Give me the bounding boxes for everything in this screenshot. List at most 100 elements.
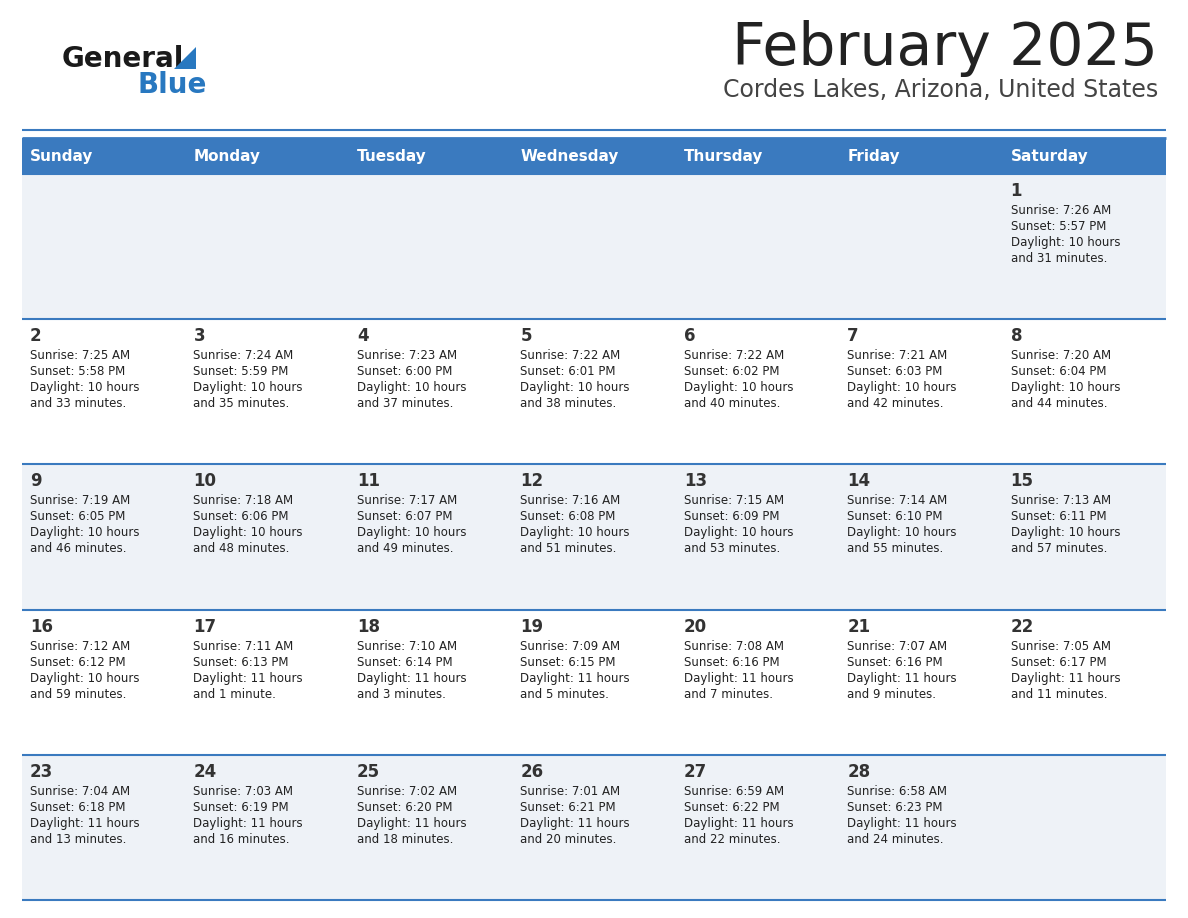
Text: 23: 23 [30, 763, 53, 781]
Text: and 37 minutes.: and 37 minutes. [356, 397, 454, 410]
Text: Sunset: 6:16 PM: Sunset: 6:16 PM [847, 655, 943, 668]
Text: Sunset: 6:18 PM: Sunset: 6:18 PM [30, 800, 126, 813]
Text: Sunset: 6:17 PM: Sunset: 6:17 PM [1011, 655, 1106, 668]
Text: Sunrise: 7:22 AM: Sunrise: 7:22 AM [684, 349, 784, 363]
Text: Sunset: 6:09 PM: Sunset: 6:09 PM [684, 510, 779, 523]
Text: Sunrise: 7:05 AM: Sunrise: 7:05 AM [1011, 640, 1111, 653]
Text: 10: 10 [194, 473, 216, 490]
Text: Sunset: 6:12 PM: Sunset: 6:12 PM [30, 655, 126, 668]
Text: 17: 17 [194, 618, 216, 635]
Text: Blue: Blue [137, 71, 207, 99]
Text: Sunrise: 7:21 AM: Sunrise: 7:21 AM [847, 349, 947, 363]
Text: Sunset: 6:01 PM: Sunset: 6:01 PM [520, 365, 615, 378]
Text: 20: 20 [684, 618, 707, 635]
Polygon shape [173, 47, 196, 69]
Text: and 46 minutes.: and 46 minutes. [30, 543, 126, 555]
Text: 8: 8 [1011, 327, 1022, 345]
Text: 18: 18 [356, 618, 380, 635]
Text: and 42 minutes.: and 42 minutes. [847, 397, 943, 410]
Text: General: General [62, 45, 184, 73]
Bar [676, 138, 839, 174]
Text: Sunset: 6:04 PM: Sunset: 6:04 PM [1011, 365, 1106, 378]
Text: and 9 minutes.: and 9 minutes. [847, 688, 936, 700]
Text: February 2025: February 2025 [732, 20, 1158, 77]
Text: Sunset: 6:16 PM: Sunset: 6:16 PM [684, 655, 779, 668]
Text: 7: 7 [847, 327, 859, 345]
Text: 22: 22 [1011, 618, 1034, 635]
Text: and 31 minutes.: and 31 minutes. [1011, 252, 1107, 265]
Text: Sunset: 5:57 PM: Sunset: 5:57 PM [1011, 220, 1106, 233]
Text: Sunset: 5:59 PM: Sunset: 5:59 PM [194, 365, 289, 378]
Text: Sunrise: 7:12 AM: Sunrise: 7:12 AM [30, 640, 131, 653]
Text: 19: 19 [520, 618, 543, 635]
Text: Daylight: 11 hours: Daylight: 11 hours [194, 672, 303, 685]
Text: Daylight: 11 hours: Daylight: 11 hours [1011, 672, 1120, 685]
Text: Sunset: 5:58 PM: Sunset: 5:58 PM [30, 365, 125, 378]
Text: and 49 minutes.: and 49 minutes. [356, 543, 454, 555]
Text: Sunrise: 6:59 AM: Sunrise: 6:59 AM [684, 785, 784, 798]
Text: 27: 27 [684, 763, 707, 781]
Text: Daylight: 10 hours: Daylight: 10 hours [194, 381, 303, 394]
Text: 5: 5 [520, 327, 532, 345]
Text: and 51 minutes.: and 51 minutes. [520, 543, 617, 555]
Text: and 7 minutes.: and 7 minutes. [684, 688, 772, 700]
Text: Daylight: 11 hours: Daylight: 11 hours [684, 672, 794, 685]
Text: and 1 minute.: and 1 minute. [194, 688, 277, 700]
Text: and 5 minutes.: and 5 minutes. [520, 688, 609, 700]
Text: Friday: Friday [847, 149, 899, 163]
Text: Sunrise: 7:19 AM: Sunrise: 7:19 AM [30, 495, 131, 508]
Text: Sunrise: 7:01 AM: Sunrise: 7:01 AM [520, 785, 620, 798]
Text: Sunrise: 7:03 AM: Sunrise: 7:03 AM [194, 785, 293, 798]
Text: Daylight: 11 hours: Daylight: 11 hours [356, 817, 467, 830]
Text: and 59 minutes.: and 59 minutes. [30, 688, 126, 700]
Text: Sunset: 6:21 PM: Sunset: 6:21 PM [520, 800, 615, 813]
Text: Sunset: 6:02 PM: Sunset: 6:02 PM [684, 365, 779, 378]
Text: and 44 minutes.: and 44 minutes. [1011, 397, 1107, 410]
Text: Tuesday: Tuesday [356, 149, 426, 163]
Text: Sunrise: 7:02 AM: Sunrise: 7:02 AM [356, 785, 457, 798]
Text: and 22 minutes.: and 22 minutes. [684, 833, 781, 845]
Bar [839, 138, 1003, 174]
Text: 16: 16 [30, 618, 53, 635]
Text: and 18 minutes.: and 18 minutes. [356, 833, 454, 845]
Text: Monday: Monday [194, 149, 260, 163]
Text: Daylight: 11 hours: Daylight: 11 hours [520, 817, 630, 830]
Text: and 3 minutes.: and 3 minutes. [356, 688, 446, 700]
Text: and 16 minutes.: and 16 minutes. [194, 833, 290, 845]
Text: Daylight: 11 hours: Daylight: 11 hours [684, 817, 794, 830]
Bar [1003, 138, 1165, 174]
Text: Daylight: 10 hours: Daylight: 10 hours [520, 526, 630, 540]
Text: Sunrise: 6:58 AM: Sunrise: 6:58 AM [847, 785, 947, 798]
Text: Sunday: Sunday [30, 149, 94, 163]
Text: Thursday: Thursday [684, 149, 763, 163]
Text: Daylight: 10 hours: Daylight: 10 hours [30, 672, 139, 685]
Text: and 33 minutes.: and 33 minutes. [30, 397, 126, 410]
Text: Sunset: 6:14 PM: Sunset: 6:14 PM [356, 655, 453, 668]
Text: Sunrise: 7:04 AM: Sunrise: 7:04 AM [30, 785, 131, 798]
Bar [23, 465, 1165, 610]
Text: Sunrise: 7:08 AM: Sunrise: 7:08 AM [684, 640, 784, 653]
Bar [185, 138, 349, 174]
Text: Daylight: 11 hours: Daylight: 11 hours [30, 817, 140, 830]
Text: Daylight: 11 hours: Daylight: 11 hours [847, 817, 956, 830]
Text: Sunset: 6:11 PM: Sunset: 6:11 PM [1011, 510, 1106, 523]
Text: Sunset: 6:00 PM: Sunset: 6:00 PM [356, 365, 453, 378]
Text: Daylight: 11 hours: Daylight: 11 hours [356, 672, 467, 685]
Text: 26: 26 [520, 763, 543, 781]
Bar [23, 610, 1165, 755]
Text: 2: 2 [30, 327, 42, 345]
Text: Sunrise: 7:23 AM: Sunrise: 7:23 AM [356, 349, 457, 363]
Text: and 35 minutes.: and 35 minutes. [194, 397, 290, 410]
Text: and 55 minutes.: and 55 minutes. [847, 543, 943, 555]
Text: and 11 minutes.: and 11 minutes. [1011, 688, 1107, 700]
Text: 13: 13 [684, 473, 707, 490]
Text: Sunrise: 7:13 AM: Sunrise: 7:13 AM [1011, 495, 1111, 508]
Text: and 57 minutes.: and 57 minutes. [1011, 543, 1107, 555]
Text: Sunset: 6:08 PM: Sunset: 6:08 PM [520, 510, 615, 523]
Text: Daylight: 10 hours: Daylight: 10 hours [356, 526, 467, 540]
Text: Sunrise: 7:18 AM: Sunrise: 7:18 AM [194, 495, 293, 508]
Text: and 40 minutes.: and 40 minutes. [684, 397, 781, 410]
Text: 12: 12 [520, 473, 543, 490]
Bar [512, 138, 676, 174]
Text: Daylight: 10 hours: Daylight: 10 hours [684, 381, 794, 394]
